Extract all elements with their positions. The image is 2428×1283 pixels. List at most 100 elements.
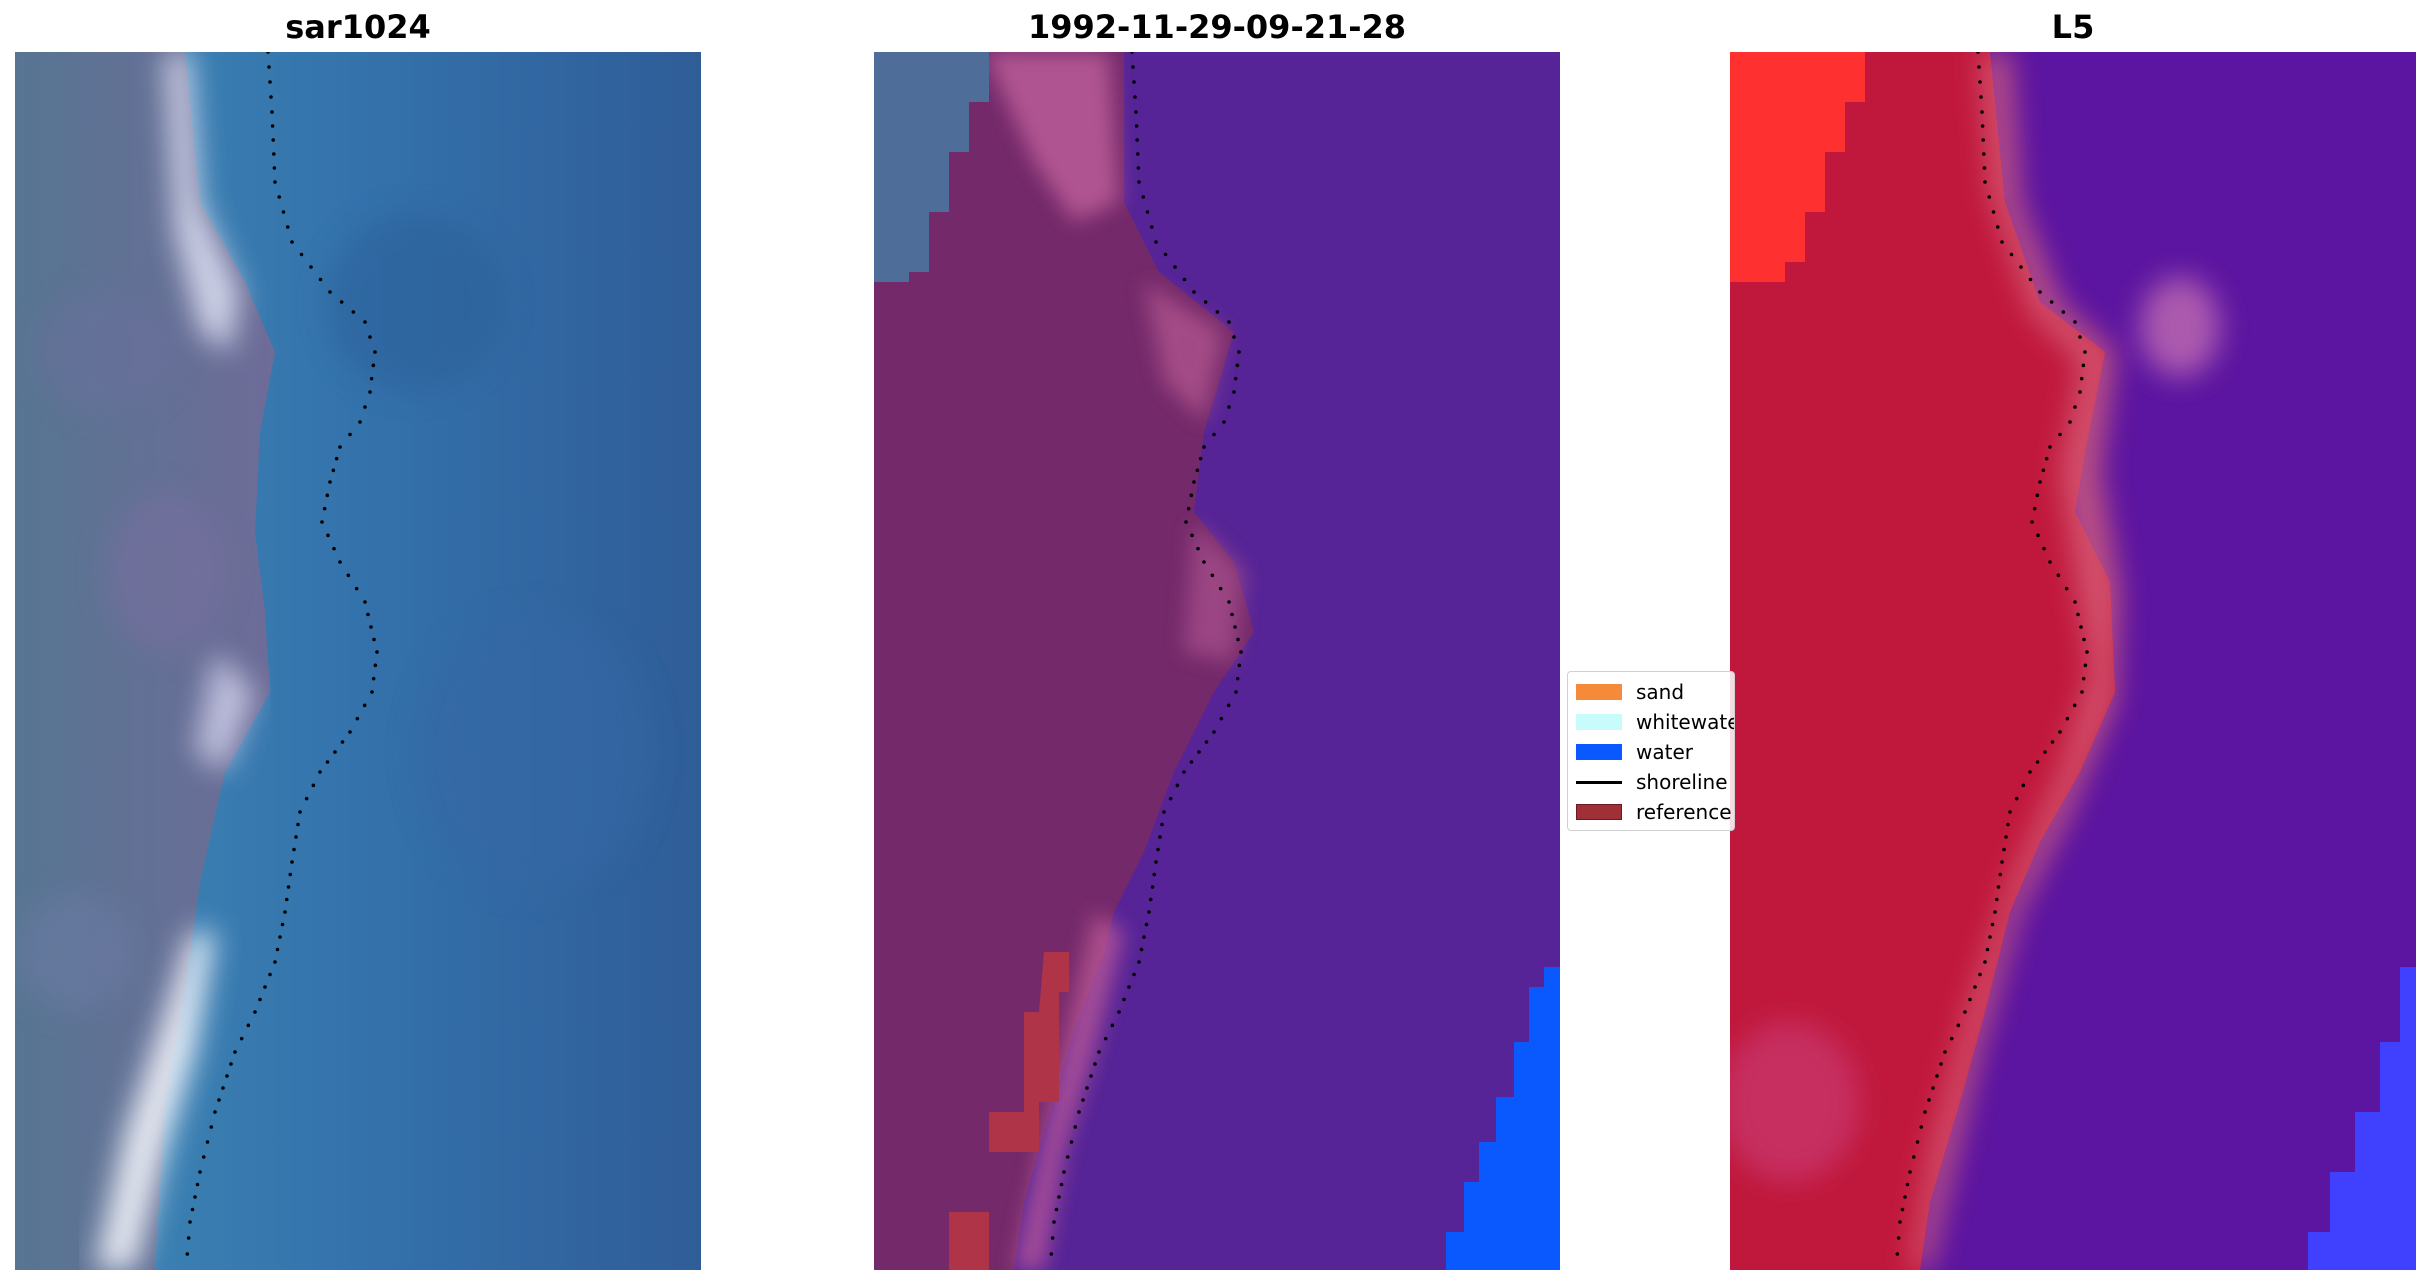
shoreline-dot [2079, 625, 2083, 629]
shoreline-dot [1896, 1236, 1901, 1240]
shoreline-dot [1230, 612, 1234, 617]
shoreline-dot [1127, 985, 1131, 989]
shoreline-dot [363, 600, 367, 604]
shoreline-dot [1915, 1140, 1920, 1144]
shoreline-dot [2072, 703, 2077, 708]
shoreline-dot [1141, 195, 1146, 199]
shoreline-dot [1218, 586, 1223, 591]
legend-item-reference: reference [1576, 800, 1732, 824]
classified-image-panel [874, 52, 1560, 1270]
shoreline-dot [1956, 1023, 1961, 1028]
shoreline-dot [1227, 320, 1231, 324]
shoreline-dot [1977, 65, 1981, 69]
shoreline-dot [1978, 80, 1982, 84]
shoreline-dot [1233, 625, 1237, 629]
legend-label-reference: reference [1636, 800, 1732, 824]
shoreline-dot [268, 972, 272, 977]
shoreline-dot [1927, 1098, 1931, 1102]
shoreline-dot [1995, 225, 2000, 229]
shoreline-line [1049, 52, 1243, 1256]
shoreline-dot [2058, 432, 2062, 437]
shoreline-dot [351, 310, 356, 314]
shoreline-dot [2083, 350, 2087, 354]
shoreline-dot [1097, 1050, 1101, 1054]
shoreline-dot [369, 625, 373, 629]
shoreline-dot [1215, 310, 1220, 314]
shoreline-dot [1103, 1036, 1108, 1041]
shoreline-dot [273, 960, 277, 964]
l5-image [1730, 52, 2416, 1270]
shoreline-dot [2028, 277, 2033, 282]
shoreline-dot [1163, 252, 1168, 257]
shoreline-dot [1182, 770, 1186, 774]
shoreline-dot [1911, 1155, 1916, 1159]
shoreline-dot [275, 947, 280, 952]
shoreline-dot [225, 1074, 229, 1078]
shoreline-dot [1184, 520, 1188, 524]
shoreline-dot [1233, 376, 1238, 381]
shoreline-dot [1186, 506, 1191, 511]
shoreline-dot [1981, 138, 1985, 142]
shoreline-dot [1089, 1074, 1093, 1078]
shoreline-dot [2014, 796, 2019, 801]
shoreline-dot [1979, 95, 1983, 99]
shoreline-dot [1976, 52, 1980, 54]
shoreline-dot [363, 405, 367, 409]
shoreline-dot [340, 740, 345, 744]
shoreline-dot [1162, 810, 1166, 814]
shoreline-dot [1987, 195, 1992, 199]
shoreline-dot [1190, 533, 1194, 538]
legend-item-whitewater: whitewater [1576, 710, 1734, 734]
shoreline-dot [368, 335, 372, 339]
shoreline-dot [1222, 420, 1226, 424]
shoreline-dot [1988, 935, 1992, 939]
shoreline-dot [348, 730, 352, 734]
legend: sand whitewater water shoreline referenc… [1567, 671, 1735, 831]
shoreline-dot [375, 650, 379, 654]
shoreline-dot [2004, 835, 2008, 839]
shoreline-dot [195, 1182, 200, 1187]
l5-image-panel [1730, 52, 2416, 1270]
shoreline-dot [290, 860, 294, 864]
shoreline-dot [1196, 546, 1200, 551]
shoreline-dot [205, 1140, 210, 1144]
shoreline-dot [1168, 796, 1173, 801]
shoreline-dot [1139, 947, 1144, 952]
shoreline-dot [1189, 493, 1194, 498]
shoreline-dot [281, 210, 286, 214]
shoreline-dot [1980, 124, 1985, 128]
shoreline-dot [1134, 124, 1139, 128]
shoreline-dot [318, 770, 322, 774]
shoreline-dot [188, 1220, 192, 1224]
shoreline-dot [304, 796, 309, 801]
shoreline-dot [2006, 822, 2010, 827]
shoreline-dot [280, 922, 285, 927]
shoreline-dot [1150, 885, 1155, 889]
shoreline-dot [1131, 65, 1135, 69]
shoreline-dot [362, 703, 367, 708]
shoreline-dot [2081, 676, 2086, 681]
classified-image [874, 52, 1560, 1270]
shoreline-dot [1132, 972, 1136, 977]
shoreline-dot [1160, 822, 1164, 827]
shoreline-dot [358, 420, 362, 424]
shoreline-dot [290, 240, 294, 244]
shoreline-dot [1931, 1086, 1935, 1090]
shoreline-dot [325, 493, 330, 498]
shoreline-dot [268, 80, 272, 84]
shoreline-dot [1943, 1050, 1947, 1054]
shoreline-dot [2035, 760, 2040, 764]
shoreline-dot [2073, 320, 2077, 324]
shoreline-dot [1237, 350, 1241, 354]
shoreline-dot [1234, 690, 1238, 694]
shoreline-dot [333, 750, 337, 754]
panel-title-center: 1992-11-29-09-21-28 [1027, 8, 1407, 46]
shoreline-dot [2036, 533, 2040, 538]
shoreline-dot [2064, 586, 2069, 591]
shoreline-dot [2042, 546, 2046, 551]
shoreline-dot [1227, 600, 1231, 604]
shoreline-dot [1939, 1062, 1943, 1066]
legend-label-sand: sand [1636, 680, 1685, 704]
reference-swatch [1576, 804, 1622, 820]
shoreline-dot [1903, 1195, 1907, 1199]
